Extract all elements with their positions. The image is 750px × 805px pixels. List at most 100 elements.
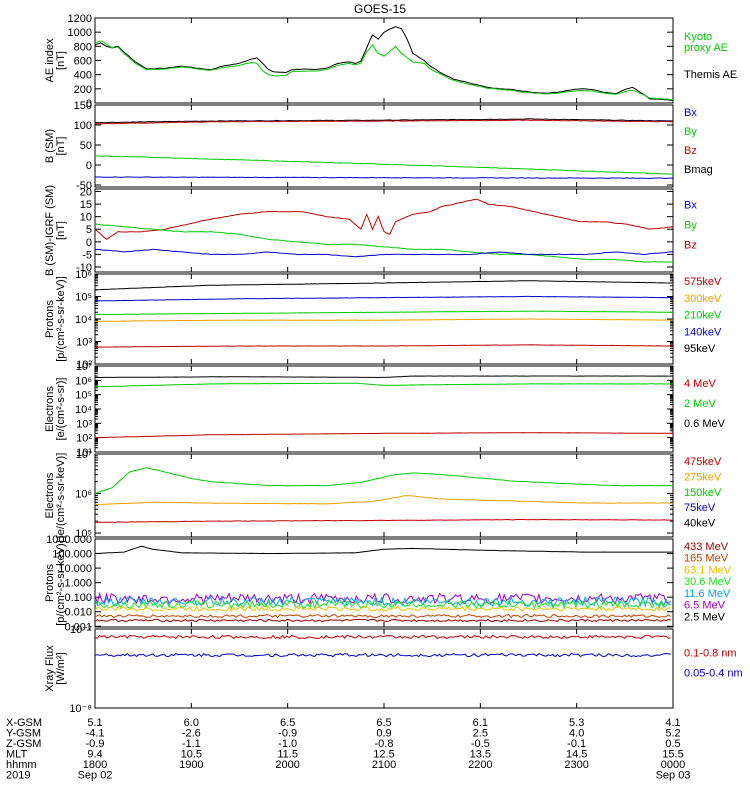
xaxis-value: -1.1: [182, 738, 201, 750]
y-tick-label: 1.000: [64, 578, 92, 590]
panel-xray: 10⁻⁸ 10⁻⁷ Xray Flux [W/m²] 0.1-0.8 nm 0.05-0.…: [44, 624, 743, 715]
y-axis-label: [e/(cm²-s-sr-keV)]: [55, 453, 67, 539]
series-0-6-mev: [94, 375, 674, 379]
series-575kev: [94, 344, 673, 348]
y-tick-label: 10⁷: [76, 449, 92, 461]
legend-label: 0.05-0.4 nm: [684, 668, 743, 680]
xaxis-value: 12.5: [373, 749, 394, 761]
xaxis-value: -0.9: [278, 728, 297, 740]
legend-label: 75keV: [684, 502, 716, 514]
xaxis-value: 9.4: [87, 749, 102, 761]
series-63-1-mev: [94, 605, 671, 612]
y-tick-label: 100: [74, 120, 92, 132]
series-kyoto-proxy-ae: [94, 40, 673, 100]
y-tick-label: 1000: [68, 27, 92, 39]
series-by: [94, 155, 673, 175]
legend-label: 6.5 MeV: [684, 600, 726, 612]
y-tick-label: 10²: [76, 433, 92, 445]
panel-frame: [94, 628, 674, 709]
legend-label: Bx: [684, 107, 697, 119]
xaxis-value: 2100: [372, 759, 396, 771]
series-2-mev: [94, 382, 673, 388]
xaxis-row-label: hhmm: [6, 759, 37, 771]
xaxis-value: 14.5: [566, 749, 587, 761]
y-tick-label: 1000.000: [46, 534, 92, 546]
y-axis-label: [p/(cm²-s-sr-keV)]: [55, 540, 67, 626]
xaxis-value: -0.5: [471, 738, 490, 750]
panel-protons_mev: 0.001 0.010 0.100 1.000 10.000 100.000 1000.00…: [44, 534, 732, 633]
series-0-1-0-8-nm: [94, 634, 671, 640]
legend-label: Kyoto: [684, 31, 712, 43]
panel-frame: [94, 104, 674, 188]
xaxis-value: Sep 03: [656, 770, 691, 782]
y-tick-label: -5: [82, 249, 92, 261]
xaxis-value: 6.1: [473, 717, 488, 729]
xaxis-value: 15.5: [662, 749, 683, 761]
xaxis-row-label: MLT: [6, 749, 27, 761]
series-bx: [94, 176, 674, 179]
xaxis-value: 2.5: [473, 728, 488, 740]
y-axis-label: AE index: [44, 38, 56, 83]
legend-label: 300keV: [684, 293, 722, 305]
y-tick-label: 10³: [76, 337, 92, 349]
legend-label: Bx: [684, 200, 697, 212]
y-tick-label: 400: [74, 70, 92, 82]
y-tick-label: 0: [86, 237, 92, 249]
y-axis-label: [W/m²]: [55, 652, 67, 684]
series-165-mev: [94, 613, 671, 619]
y-tick-label: 10⁻⁸: [69, 703, 92, 715]
legend-label: 2 MeV: [684, 398, 716, 410]
y-tick-label: 10⁶: [75, 269, 92, 281]
legend-label: 475keV: [684, 456, 722, 468]
y-tick-label: 0.010: [64, 607, 92, 619]
series-140kev: [94, 295, 674, 302]
series-150kev: [94, 467, 674, 494]
panel-ae: 0 200 400 600 800 1000 1200 AE index [nT] Kyotopr…: [44, 13, 737, 110]
xaxis-value: 6.5: [280, 717, 295, 729]
xaxis-value: -0.1: [567, 738, 586, 750]
y-tick-label: 0: [86, 98, 92, 110]
series-bx: [95, 248, 674, 258]
y-tick-label: 10²: [76, 359, 92, 371]
xaxis-value: 6.5: [376, 717, 391, 729]
y-tick-label: 10¹: [76, 447, 92, 459]
xaxis-value: 2000: [275, 759, 299, 771]
y-axis-label: Electrons: [44, 472, 56, 518]
panel-protons_kev: 10² 10³ 10⁴ 10⁵ 10⁶ Protons [p/(cm²-s-sr-keV)]…: [44, 269, 722, 371]
series-bz: [94, 198, 674, 240]
xaxis-value: 10.5: [181, 749, 202, 761]
legend-label: 210keV: [684, 310, 722, 322]
y-tick-label: 50: [80, 140, 92, 152]
y-axis-label: [p/(cm²-s-sr-keV)]: [55, 276, 67, 362]
y-axis-label: Protons: [44, 300, 56, 338]
series-210kev: [94, 310, 674, 316]
legend-label: 275keV: [684, 471, 722, 483]
legend-label: 575keV: [684, 276, 722, 288]
xaxis-value: 0.5: [665, 738, 680, 750]
y-tick-label: 15: [80, 199, 92, 211]
legend-label: 140keV: [684, 326, 722, 338]
y-axis-label: [e/(cm²-s-sr)]: [55, 378, 67, 441]
y-tick-label: 10⁶: [75, 375, 92, 387]
legend-label: 0.6 MeV: [684, 418, 726, 430]
xaxis-value: Sep 02: [78, 770, 113, 782]
series-themis-ae: [94, 26, 674, 101]
legend-label: Bmag: [684, 164, 713, 176]
xaxis-value: 11.5: [277, 749, 298, 761]
legend-label: Bz: [684, 145, 697, 157]
y-tick-label: 10.000: [58, 563, 92, 575]
chart-title: GOES-15: [354, 2, 406, 16]
y-axis-label: [nT]: [55, 137, 67, 156]
xaxis-row-label: Y-GSM: [6, 728, 41, 740]
y-tick-label: 600: [74, 56, 92, 68]
xaxis-value: -0.8: [375, 738, 394, 750]
legend-label: By: [684, 126, 697, 138]
legend-label: 30.6 MeV: [684, 576, 732, 588]
legend-label: Bz: [684, 240, 697, 252]
y-tick-label: 10⁻⁷: [70, 624, 92, 636]
legend-label: 40keV: [684, 518, 716, 530]
xaxis-row-label: 2019: [6, 770, 30, 782]
